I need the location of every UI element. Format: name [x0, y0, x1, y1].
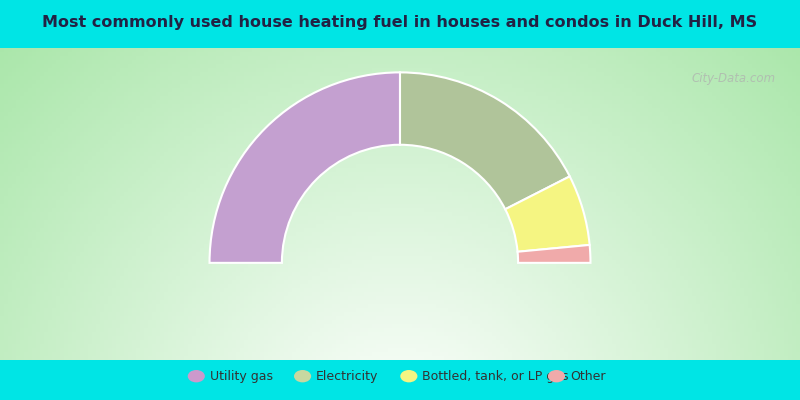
Ellipse shape — [548, 370, 565, 382]
Text: City-Data.com: City-Data.com — [692, 72, 776, 85]
Wedge shape — [518, 245, 590, 263]
Bar — [0, 0, 800, 48]
Wedge shape — [400, 72, 570, 209]
Text: Electricity: Electricity — [316, 370, 378, 383]
Ellipse shape — [188, 370, 205, 382]
Text: Bottled, tank, or LP gas: Bottled, tank, or LP gas — [422, 370, 569, 383]
Wedge shape — [210, 72, 400, 263]
Wedge shape — [506, 176, 590, 252]
Text: Other: Other — [570, 370, 606, 383]
Ellipse shape — [400, 370, 418, 382]
Bar — [0, 360, 800, 400]
Text: Most commonly used house heating fuel in houses and condos in Duck Hill, MS: Most commonly used house heating fuel in… — [42, 14, 758, 30]
Text: Utility gas: Utility gas — [210, 370, 273, 383]
Ellipse shape — [294, 370, 311, 382]
